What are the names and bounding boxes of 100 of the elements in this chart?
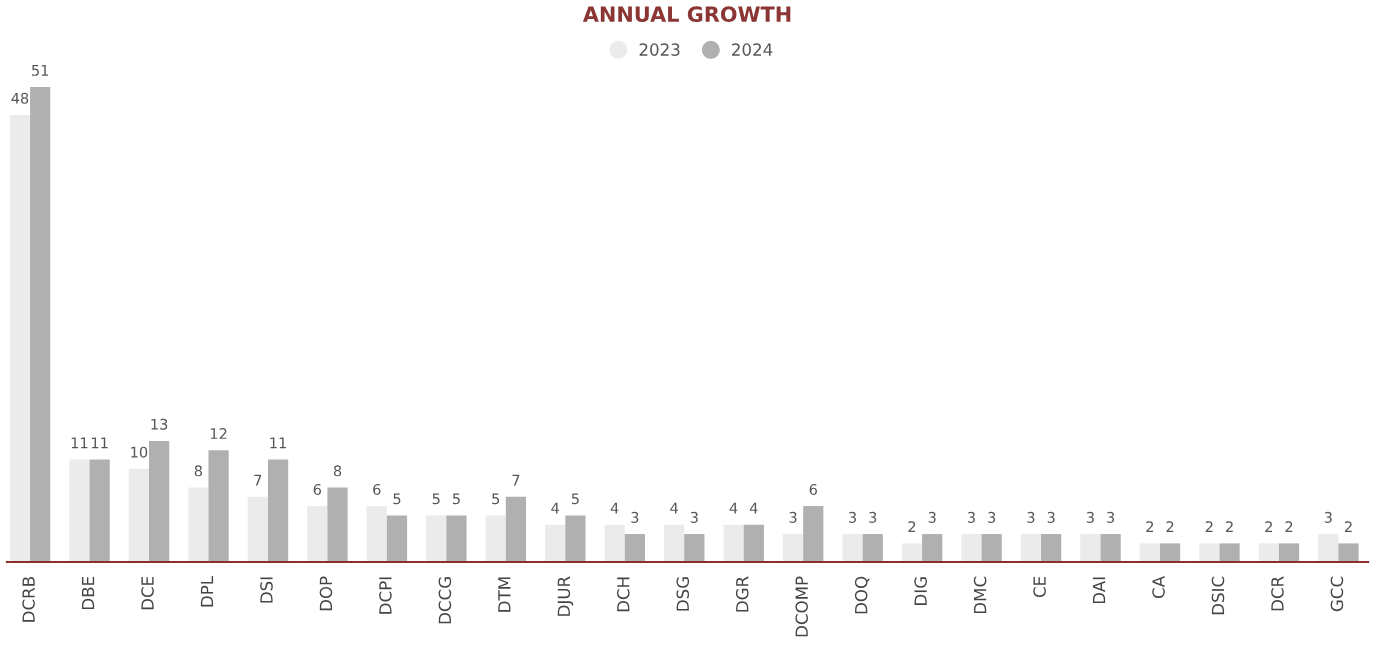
- bar: [664, 524, 685, 562]
- x-tick-label: CE: [1033, 576, 1046, 598]
- bar: [188, 487, 209, 562]
- x-tick-label: DSI: [260, 577, 273, 603]
- x-tick-label: DCCG: [438, 577, 452, 624]
- bar: [565, 515, 586, 562]
- data-label: 8: [194, 465, 203, 477]
- data-label: 4: [551, 502, 559, 514]
- bar: [1020, 534, 1042, 562]
- bar: [1199, 543, 1220, 562]
- data-label: 3: [928, 511, 936, 523]
- bar: [505, 496, 527, 562]
- bar: [1219, 543, 1240, 562]
- data-label: 2: [1166, 521, 1174, 533]
- data-label: 2: [1205, 521, 1213, 533]
- bar: [1278, 543, 1300, 562]
- data-label: 3: [1324, 511, 1332, 523]
- x-tick-label: DSG: [676, 577, 690, 611]
- bar: [803, 506, 824, 562]
- data-label: 6: [373, 483, 381, 495]
- bar: [89, 459, 110, 562]
- legend-label: 2024: [732, 43, 773, 56]
- bar: [247, 496, 268, 562]
- x-tick-label: DPL: [200, 575, 214, 607]
- data-label: 4: [749, 502, 758, 514]
- bar: [981, 534, 1002, 562]
- data-label: 7: [512, 474, 520, 486]
- x-tick-label: DCPI: [379, 577, 392, 614]
- data-label: 3: [631, 511, 639, 523]
- x-tick-label: DOP: [319, 576, 333, 611]
- data-label: 13: [151, 418, 168, 430]
- data-label: 4: [610, 502, 619, 514]
- x-tick-label: DJUR: [557, 576, 574, 616]
- bar: [842, 534, 863, 562]
- data-label: 2: [908, 521, 916, 533]
- bar: [208, 450, 229, 562]
- data-label: 51: [32, 65, 49, 76]
- bar: [426, 515, 447, 562]
- data-label: 4: [670, 502, 678, 514]
- x-tick-label: DGR: [735, 576, 749, 612]
- data-label: 2: [1225, 521, 1233, 533]
- data-label: 11: [270, 437, 286, 449]
- x-tick-label: DCRB: [22, 577, 35, 622]
- bar: [743, 524, 764, 562]
- bar: [1041, 534, 1062, 562]
- data-label: 3: [1027, 511, 1035, 523]
- x-tick-label: DAI: [1092, 577, 1106, 604]
- x-tick-label: DCH: [616, 577, 630, 612]
- x-tick-label: DBE: [81, 576, 95, 610]
- bar: [149, 440, 170, 562]
- data-label: 3: [1086, 511, 1094, 523]
- x-tick-label: DCE: [141, 576, 154, 610]
- x-tick-label: DSIC: [1211, 576, 1225, 615]
- data-label: 12: [210, 428, 227, 439]
- bar: [267, 459, 289, 562]
- x-tick-label: DIG: [914, 577, 927, 605]
- data-label: 10: [131, 446, 148, 458]
- bar: [1258, 543, 1279, 562]
- bar: [1318, 534, 1339, 562]
- data-label: 3: [988, 511, 996, 523]
- data-label: 3: [967, 511, 975, 523]
- bar: [366, 506, 387, 562]
- data-label: 2: [1285, 521, 1293, 533]
- data-label: 3: [849, 511, 856, 523]
- data-label: 3: [1047, 511, 1055, 523]
- data-label: 4: [729, 502, 738, 514]
- bar: [30, 87, 51, 562]
- bar: [1139, 543, 1160, 562]
- bar: [1338, 543, 1359, 562]
- data-label: 3: [789, 511, 797, 523]
- bar: [961, 534, 982, 562]
- data-label: 11: [91, 437, 108, 449]
- x-tick-label: DCR: [1271, 576, 1284, 611]
- x-tick-label: DMC: [973, 576, 987, 614]
- bar: [922, 534, 943, 562]
- bar: [684, 534, 705, 562]
- bar: [327, 487, 348, 562]
- bar: [545, 524, 566, 562]
- bar: [723, 524, 744, 562]
- data-label: 8: [333, 465, 342, 477]
- data-label: 5: [393, 493, 401, 505]
- x-tick-label: DTM: [498, 577, 511, 612]
- bar: [1080, 534, 1101, 562]
- bar: [862, 534, 883, 562]
- bar: [901, 543, 923, 562]
- bar: [1100, 534, 1121, 562]
- bar: [69, 459, 90, 562]
- bar: [446, 515, 467, 562]
- x-tick-label: CA: [1152, 576, 1165, 598]
- chart-title: ANNUAL GROWTH: [582, 6, 791, 23]
- data-label: 6: [313, 483, 322, 495]
- data-label: 5: [432, 493, 440, 505]
- bar: [1159, 543, 1181, 562]
- bar: [307, 506, 328, 562]
- bar: [128, 468, 150, 562]
- bar: [9, 114, 31, 562]
- data-label: 2: [1146, 521, 1154, 533]
- data-label: 5: [452, 493, 460, 505]
- data-label: 5: [492, 493, 500, 505]
- data-label: 2: [1265, 521, 1272, 533]
